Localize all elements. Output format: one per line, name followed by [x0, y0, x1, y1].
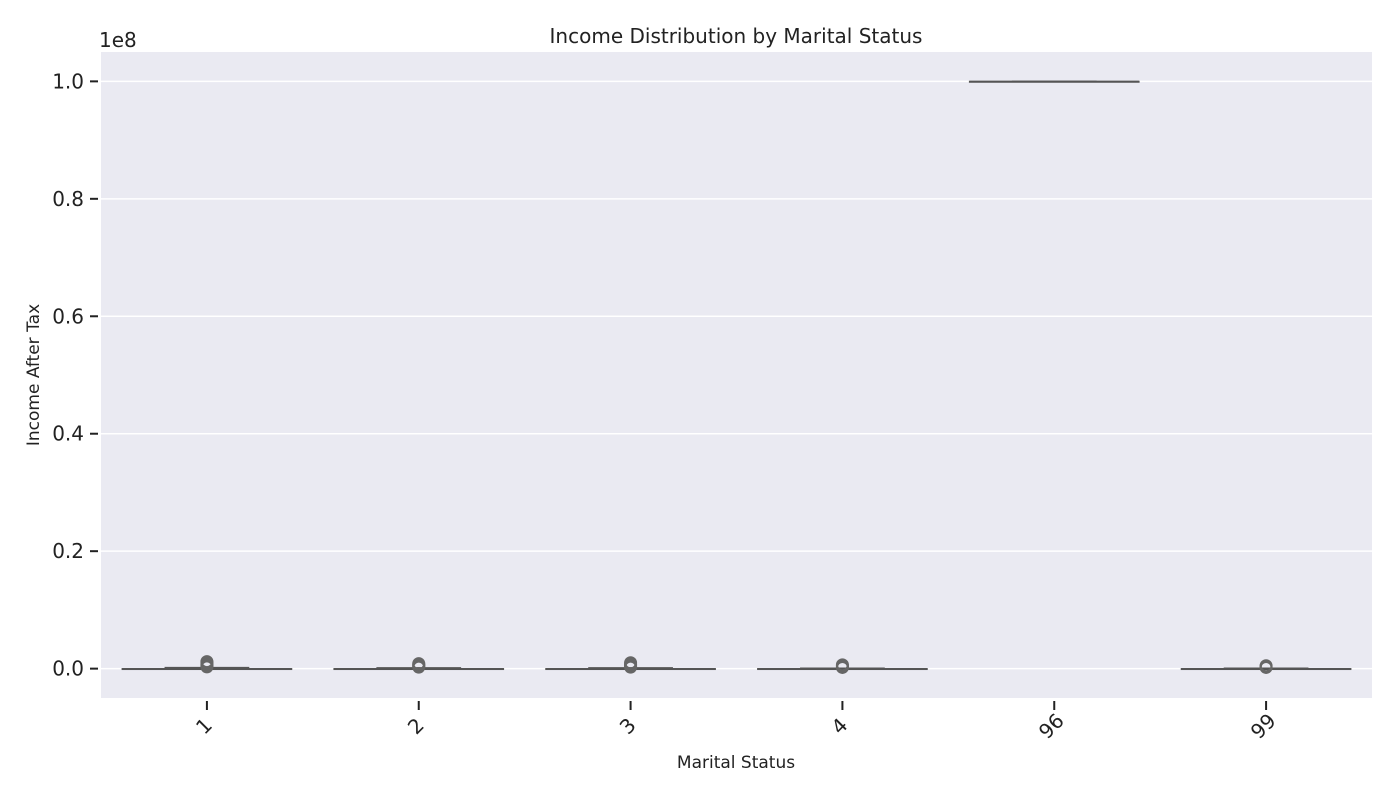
x-tick-label: 3	[615, 713, 641, 739]
y-tick-label: 0.0	[52, 657, 84, 681]
x-axis: 1 2 3 4 96 99	[191, 701, 1281, 744]
box-plot	[757, 658, 928, 674]
plot-area	[101, 52, 1372, 698]
box-plot	[545, 656, 716, 674]
box-plot	[333, 657, 505, 674]
box-plots	[121, 80, 1352, 674]
x-tick-label: 2	[403, 713, 429, 739]
y-axis-title: Income After Tax	[24, 304, 44, 446]
outlier-point	[200, 655, 214, 669]
x-tick-label: 1	[191, 713, 217, 739]
outlier-point	[624, 656, 638, 670]
y-tick-label: 0.8	[52, 187, 84, 211]
y-tick-label: 0.6	[52, 304, 84, 328]
grid-lines	[101, 80, 1372, 670]
outlier-point	[1259, 659, 1273, 673]
box-plot	[121, 655, 293, 674]
y-axis-offset-label: 1e8	[99, 28, 137, 52]
outlier-point	[835, 658, 849, 672]
box-plot	[1180, 659, 1352, 674]
box-plot	[968, 80, 1140, 83]
x-tick-label: 96	[1034, 709, 1069, 744]
y-tick-label: 1.0	[52, 69, 84, 93]
x-axis-title: Marital Status	[677, 753, 795, 773]
outlier-point	[412, 657, 426, 671]
y-tick-label: 0.4	[52, 422, 84, 446]
x-tick-label: 4	[826, 713, 852, 739]
x-tick-label: 99	[1246, 709, 1281, 744]
y-tick-label: 0.2	[52, 539, 84, 563]
y-axis: 0.0 0.2 0.4 0.6 0.8 1.0	[52, 69, 98, 681]
chart-title: Income Distribution by Marital Status	[550, 24, 923, 48]
